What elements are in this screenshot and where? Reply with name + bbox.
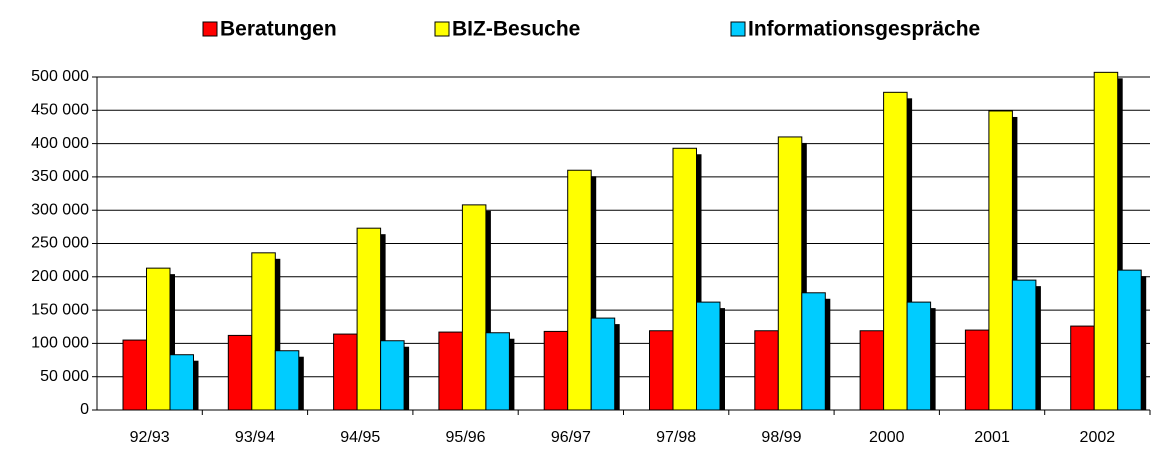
bar	[672, 147, 697, 411]
bar	[1011, 279, 1037, 411]
bar	[543, 330, 569, 411]
legend-label: Beratungen	[220, 18, 337, 41]
legend-swatch	[730, 21, 746, 37]
legend-swatch	[202, 21, 218, 37]
bar	[356, 227, 382, 411]
y-tick-label: 300 000	[31, 201, 89, 218]
bar	[1117, 269, 1142, 411]
x-tick-label: 95/96	[446, 429, 486, 446]
bar	[1070, 325, 1095, 411]
bar	[227, 334, 253, 411]
y-tick-label: 450 000	[31, 102, 89, 119]
y-tick-label: 150 000	[31, 301, 89, 318]
bar	[590, 317, 616, 411]
x-tick-label: 98/99	[761, 429, 801, 446]
y-tick-label: 350 000	[31, 168, 89, 185]
legend-label: BIZ-Besuche	[452, 18, 580, 41]
bar	[461, 204, 487, 411]
x-tick-label: 92/93	[130, 429, 170, 446]
y-tick-label: 0	[80, 401, 89, 418]
y-tick-label: 500 000	[31, 68, 89, 85]
bar	[438, 331, 463, 411]
y-tick-label: 250 000	[31, 235, 89, 252]
x-tick-label: 93/94	[235, 429, 275, 446]
y-tick-label: 400 000	[31, 135, 89, 152]
bar	[333, 333, 358, 411]
bar	[649, 330, 674, 411]
bar	[146, 267, 171, 411]
bar	[988, 110, 1013, 411]
bar	[1093, 71, 1119, 411]
x-tick-label: 94/95	[340, 429, 380, 446]
bar	[567, 169, 592, 411]
bar	[485, 332, 510, 411]
y-tick-label: 200 000	[31, 268, 89, 285]
bar	[859, 330, 885, 411]
x-tick-label: 97/98	[656, 429, 696, 446]
x-tick-label: 96/97	[551, 429, 591, 446]
x-tick-label: 2002	[1080, 429, 1116, 446]
bar	[777, 136, 803, 411]
bar	[754, 330, 779, 411]
bar	[696, 301, 721, 411]
bar	[883, 91, 908, 411]
bar	[274, 350, 300, 411]
y-tick-label: 50 000	[40, 368, 89, 385]
bar	[380, 340, 405, 411]
bar	[122, 339, 147, 411]
y-tick-label: 100 000	[31, 335, 89, 352]
legend-label: Informationsgespräche	[748, 18, 980, 41]
bar	[251, 252, 276, 411]
legend-swatch	[434, 21, 450, 37]
bar	[906, 301, 932, 411]
bar	[801, 292, 826, 411]
x-tick-label: 2000	[869, 429, 905, 446]
x-tick-label: 2001	[974, 429, 1010, 446]
bar	[169, 354, 194, 411]
bar	[964, 329, 990, 411]
